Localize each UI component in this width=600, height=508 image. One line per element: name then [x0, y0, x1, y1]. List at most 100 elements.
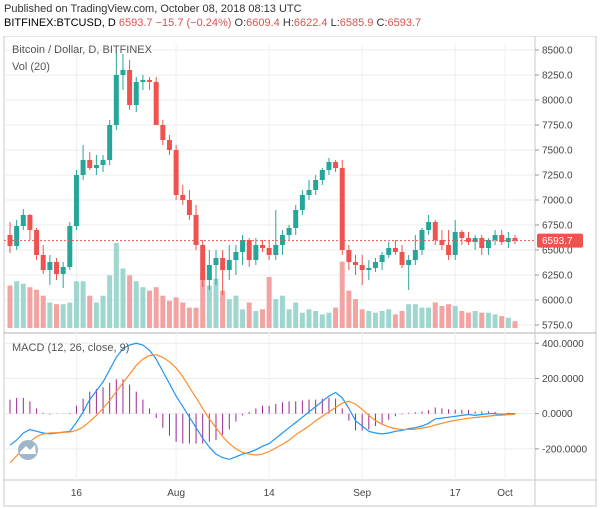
- candle-body: [366, 268, 372, 270]
- candle-body: [485, 240, 491, 248]
- chart-frame: [3, 36, 597, 507]
- volume-bar: [366, 311, 372, 328]
- candle-body: [472, 238, 478, 242]
- volume-bar: [512, 321, 518, 328]
- candle-body: [512, 238, 518, 241]
- candle-body: [127, 70, 133, 105]
- macd-tick-label: 200.0000: [542, 374, 584, 385]
- candle-body: [372, 262, 378, 268]
- last-price: 6593.7: [118, 17, 153, 29]
- volume-bar: [279, 295, 285, 328]
- price-change: −15.7 (−0.24%): [155, 17, 232, 29]
- candle-body: [133, 82, 139, 105]
- candle-body: [27, 215, 33, 230]
- candle-body: [240, 240, 246, 252]
- volume-bar: [432, 302, 438, 328]
- volume-bar: [67, 302, 73, 328]
- price-tick-label: 8250.0: [542, 71, 573, 82]
- candle-body: [499, 235, 505, 242]
- candle-body: [260, 245, 265, 248]
- volume-bar: [372, 312, 378, 328]
- open-label: O:: [234, 17, 247, 29]
- volume-bar: [233, 295, 239, 328]
- candle-body: [359, 265, 365, 270]
- candle-body: [346, 250, 352, 262]
- volume-bar: [465, 312, 471, 328]
- volume-bar: [173, 297, 179, 328]
- volume-bar: [133, 281, 139, 328]
- price-tag-box: [537, 233, 583, 248]
- volume-bar: [299, 312, 305, 328]
- volume-bar: [20, 283, 26, 328]
- chart-area[interactable]: 8500.0 8250.0 8000.0 7750.0 7500.0 7250.0 7000…: [0, 36, 600, 508]
- candle-body: [459, 232, 465, 238]
- tradingview-logo-icon: [18, 440, 38, 460]
- volume-bar: [260, 309, 265, 328]
- published-line: Published on TradingView.com, October 08…: [4, 2, 596, 16]
- symbol-line: BITFINEX:BTCUSD, D 6593.7 −15.7 (−0.24%)…: [4, 16, 596, 30]
- time-tick-label: 16: [71, 488, 83, 499]
- time-tick-label: Oct: [497, 488, 513, 499]
- candle-body: [452, 232, 458, 255]
- volume-bar: [306, 309, 312, 328]
- candle-body: [113, 75, 119, 125]
- high-label: H:: [282, 17, 294, 29]
- volume-bar: [412, 304, 418, 328]
- volume-bar: [419, 307, 425, 328]
- candle-body: [220, 258, 226, 270]
- main-legend-title[interactable]: Bitcoin / Dollar, D, BITFINEX: [12, 44, 153, 56]
- volume-bar: [220, 290, 226, 328]
- symbol-name[interactable]: BITFINEX:BTCUSD, D: [4, 17, 116, 29]
- candle-body: [173, 150, 179, 195]
- candle-body: [406, 260, 412, 265]
- candle-body: [60, 267, 66, 274]
- volume-bar: [87, 295, 93, 328]
- volume-bar: [452, 305, 458, 328]
- volume-bar: [339, 261, 345, 328]
- volume-bars: [7, 243, 518, 328]
- open-value: 6609.4: [246, 17, 280, 29]
- price-tick-label: 6750.0: [542, 221, 573, 232]
- candle-body: [426, 222, 432, 230]
- price-tick-label: 6500.0: [542, 246, 573, 257]
- candle-body: [67, 226, 73, 267]
- volume-bar: [54, 304, 60, 328]
- volume-bar: [426, 307, 432, 328]
- volume-bar: [240, 309, 246, 328]
- volume-bar: [100, 295, 106, 328]
- volume-bar: [313, 311, 319, 328]
- price-tick-label: 5750.0: [542, 321, 573, 332]
- volume-bar: [253, 311, 259, 328]
- signal-line: [9, 354, 516, 464]
- candle-body: [153, 82, 159, 125]
- volume-bar: [266, 277, 272, 328]
- candle-body: [319, 170, 325, 180]
- volume-bar: [226, 299, 232, 328]
- macd-legend[interactable]: MACD (12, 26, close, 9): [12, 342, 129, 354]
- close-value: 6593.7: [387, 17, 422, 29]
- candle-body: [492, 235, 498, 240]
- volume-bar: [113, 243, 119, 328]
- candle-body: [412, 250, 418, 260]
- macd-histogram: [9, 379, 516, 444]
- close-label: C:: [376, 17, 388, 29]
- volume-legend[interactable]: Vol (20): [12, 61, 50, 73]
- volume-bar: [439, 305, 445, 328]
- volume-bar: [206, 285, 212, 328]
- volume-bar: [73, 281, 79, 328]
- time-tick-label: 14: [264, 488, 276, 499]
- candle-body: [180, 195, 186, 200]
- candle-body: [446, 245, 452, 255]
- candle-body: [233, 252, 239, 260]
- high-value: 6622.4: [293, 17, 328, 29]
- macd-tick-label: 400.0000: [542, 339, 584, 350]
- volume-bar: [326, 312, 332, 328]
- volume-bar: [153, 287, 159, 328]
- volume-bar: [505, 317, 511, 328]
- volume-bar: [293, 302, 299, 328]
- volume-bar: [485, 312, 491, 328]
- candle-body: [120, 70, 126, 75]
- price-tick-label: 7500.0: [542, 146, 573, 157]
- price-tag: 6593.7: [537, 233, 583, 248]
- volume-bar: [399, 311, 405, 328]
